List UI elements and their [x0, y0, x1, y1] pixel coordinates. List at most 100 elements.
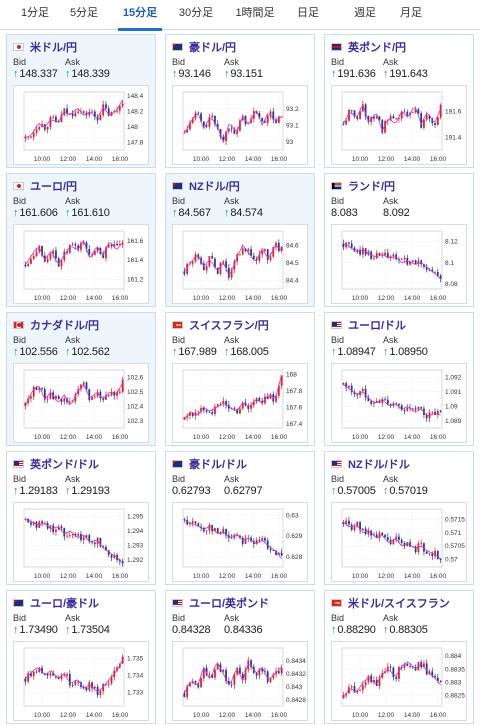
candlestick-chart[interactable]: 1.295 1.294 1.293 1.292 10:00 12:00 14:00 16:00 — [13, 502, 149, 582]
candle — [24, 676, 27, 686]
rate-card[interactable]: NZドル/円 Bid Ask ↑84.567 ↑84.574 84.6 84.5 84.4 10… — [165, 173, 315, 307]
currency-pair-title[interactable]: NZドル/ドル — [348, 459, 410, 471]
candle — [71, 110, 74, 119]
currency-pair-title[interactable]: NZドル/円 — [189, 181, 240, 193]
x-tick-label: 12:00 — [378, 573, 395, 580]
y-tick-label: 0.8825 — [445, 693, 465, 700]
candle — [425, 550, 428, 554]
candle — [239, 664, 241, 675]
tab-4[interactable]: 1時間足 — [235, 7, 275, 19]
rate-card[interactable]: ユーロ/豪ドル Bid Ask ↑1.73490 ↑1.73504 1.735 1.734 1… — [6, 590, 156, 724]
candle — [400, 403, 403, 411]
currency-pair-title[interactable]: 米ドル/円 — [30, 42, 78, 54]
tab-2[interactable]: 15分足 — [112, 0, 168, 31]
moving-average-line — [25, 239, 123, 266]
currency-pair-title[interactable]: 英ポンド/円 — [348, 42, 407, 54]
candle — [381, 119, 384, 135]
rate-card[interactable]: 英ポンド/円 Bid Ask ↑191.636 ↑191.643 191.6 191.4 10… — [324, 34, 474, 168]
currency-pair-title[interactable]: ランド/円 — [348, 181, 396, 193]
candle — [202, 667, 205, 683]
tab-1[interactable]: 5分足 — [69, 7, 99, 19]
moving-average-line — [343, 521, 441, 560]
rate-card[interactable]: 米ドル/スイスフラン Bid Ask ↑0.88290 ↑0.88305 0.884 0.8… — [324, 590, 474, 724]
currency-pair-title[interactable]: ユーロ/円 — [30, 181, 78, 193]
rate-card[interactable]: 英ポンド/ドル Bid Ask ↑1.29183 ↑1.29193 1.295 1.294 1… — [6, 451, 156, 585]
candle — [272, 107, 275, 124]
currency-pair-title[interactable]: 米ドル/スイスフラン — [348, 598, 450, 610]
candlestick-chart[interactable]: 0.5715 0.571 0.5705 0.57 10:00 12:00 14:00 16:0… — [331, 502, 467, 582]
chart-svg: 8.12 8.1 8.08 10:00 12:00 14:00 16:00 — [341, 230, 458, 302]
y-tick-label: 8.12 — [445, 239, 458, 246]
bid-label: Bid — [172, 196, 186, 206]
candlestick-chart[interactable]: 84.6 84.5 84.4 10:00 12:00 14:00 16:00 — [172, 224, 308, 304]
candle — [423, 542, 425, 556]
candle — [375, 397, 378, 404]
currency-pair-title[interactable]: ユーロ/豪ドル — [30, 598, 100, 610]
candle — [46, 126, 49, 134]
candle — [348, 108, 350, 122]
candlestick-chart[interactable]: 191.6 191.4 10:00 12:00 14:00 16:00 — [331, 85, 467, 165]
candle — [219, 261, 222, 276]
candle — [189, 120, 191, 131]
ask-price: ↑191.643 — [383, 68, 428, 80]
currency-pair-title[interactable]: ユーロ/英ポンド — [189, 598, 270, 610]
bid-label: Bid — [172, 613, 186, 623]
currency-pair-title[interactable]: 豪ドル/ドル — [189, 459, 248, 471]
candlestick-chart[interactable]: 1.735 1.734 1.733 10:00 12:00 14:00 16:00 — [13, 641, 149, 721]
y-tick-label: 0.63 — [286, 512, 299, 519]
rate-card[interactable]: ユーロ/英ポンド Bid Ask 0.84328 0.84336 0.8434 0.8432… — [165, 590, 315, 724]
rate-card[interactable]: スイスフラン/円 Bid Ask ↑167.989 ↑168.005 168 167.8 16… — [165, 312, 315, 446]
candlestick-chart[interactable]: 168 167.8 167.6 167.4 10:00 12:00 14:00 16:00 — [172, 363, 308, 443]
tab-0[interactable]: 1分足 — [20, 7, 50, 19]
candlestick-chart[interactable]: 0.8434 0.8432 0.843 0.8428 10:00 12:00 14:00 16… — [172, 641, 308, 721]
candle — [244, 666, 247, 685]
candlestick-chart[interactable]: 102.6 102.5 102.4 102.3 10:00 12:00 14:00 16:00 — [13, 363, 149, 443]
candlestick-chart[interactable]: 93.2 93.1 93 10:00 12:00 14:00 16:00 — [172, 85, 308, 165]
candle — [49, 115, 52, 130]
candle — [409, 538, 411, 548]
candle — [398, 665, 400, 682]
currency-pair-title[interactable]: ユーロ/ドル — [348, 320, 407, 332]
rate-card[interactable]: 豪ドル/円 Bid Ask ↑93.146 ↑93.151 93.2 93.1 93 10:00… — [165, 34, 315, 168]
candle — [49, 671, 52, 679]
moving-average-line — [343, 661, 441, 699]
up-arrow-icon: ↑ — [172, 68, 178, 80]
candle — [214, 257, 216, 269]
candle — [214, 115, 216, 127]
candlestick-chart[interactable]: 0.884 0.8835 0.883 0.8825 10:00 12:00 14:00 16:… — [331, 641, 467, 721]
candle — [66, 249, 68, 256]
candlestick-chart[interactable]: 148.4 148.2 148 147.8 10:00 12:00 14:00 16:00 — [13, 85, 149, 165]
up-arrow-icon: ↑ — [65, 207, 71, 219]
candlestick-chart[interactable]: 161.6 161.4 161.2 10:00 12:00 14:00 16:00 — [13, 224, 149, 304]
currency-pair-title[interactable]: スイスフラン/円 — [189, 320, 269, 332]
tab-7[interactable]: 月足 — [400, 7, 422, 19]
rate-card[interactable]: NZドル/ドル Bid Ask ↑0.57005 ↑0.57019 0.5715 0.571… — [324, 451, 474, 585]
rate-card[interactable]: 豪ドル/ドル Bid Ask 0.62793 0.62797 0.63 0.629 0.628… — [165, 451, 315, 585]
candlestick-chart[interactable]: 8.12 8.1 8.08 10:00 12:00 14:00 16:00 — [331, 224, 467, 304]
rate-card[interactable]: ユーロ/円 Bid Ask ↑161.606 ↑161.610 161.6 161.4 161… — [6, 173, 156, 307]
candle — [99, 537, 102, 548]
y-tick-label: 0.883 — [445, 679, 462, 686]
bid-price-value: 148.337 — [19, 68, 58, 80]
candle — [205, 664, 208, 677]
y-tick-label: 167.6 — [286, 404, 303, 411]
candle — [350, 684, 353, 691]
currency-pair-title[interactable]: 英ポンド/ドル — [30, 459, 100, 471]
y-tick-label: 84.4 — [286, 277, 299, 284]
currency-pair-title[interactable]: 豪ドル/円 — [189, 42, 237, 54]
tab-6[interactable]: 週足 — [354, 7, 376, 19]
tab-5[interactable]: 日足 — [297, 7, 319, 19]
tab-3[interactable]: 30分足 — [178, 7, 214, 19]
candlestick-chart[interactable]: 1.092 1.091 1.09 1.089 10:00 12:00 14:00 16:00 — [331, 363, 467, 443]
candle — [266, 248, 269, 264]
candle — [214, 403, 216, 417]
rate-card[interactable]: ランド/円 Bid Ask 8.083 8.092 8.12 8.1 8.08 10:00 12:… — [324, 173, 474, 307]
candle — [93, 109, 96, 121]
candle — [107, 394, 110, 398]
candlestick-chart[interactable]: 0.63 0.629 0.628 10:00 12:00 14:00 16:00 — [172, 502, 308, 582]
currency-pair-title[interactable]: カナダドル/円 — [30, 320, 100, 332]
rate-card[interactable]: ユーロ/ドル Bid Ask ↑1.08947 ↑1.08950 1.092 1.091 1.… — [324, 312, 474, 446]
rate-card[interactable]: 米ドル/円 Bid Ask ↑148.337 ↑148.339 148.4 148.2 148… — [6, 34, 156, 168]
rate-card[interactable]: カナダドル/円 Bid Ask ↑102.556 ↑102.562 102.6 102.5 1… — [6, 312, 156, 446]
x-tick-label: 16:00 — [430, 712, 447, 719]
